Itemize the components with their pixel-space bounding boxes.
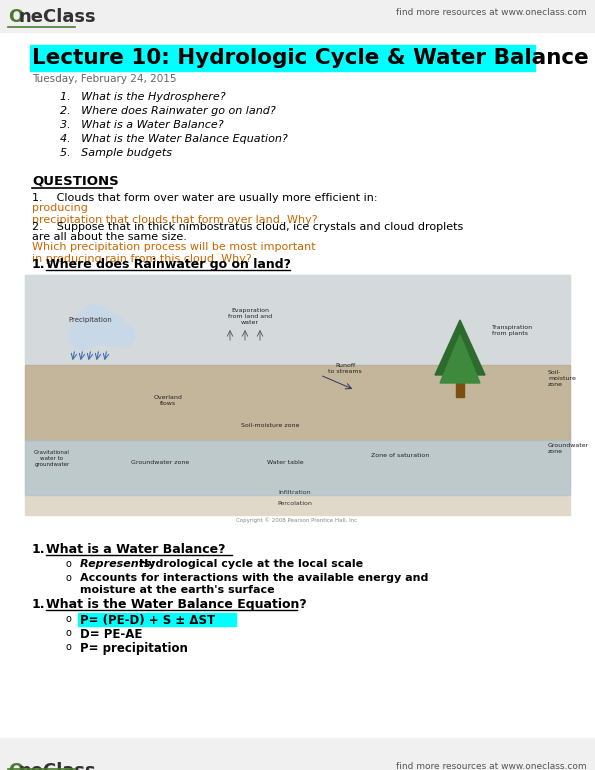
Bar bbox=[0, 0, 595, 32]
Text: Which precipitation process will be most important
in producing rain from this c: Which precipitation process will be most… bbox=[32, 242, 315, 263]
Text: 1.: 1. bbox=[32, 258, 45, 271]
Bar bbox=[456, 375, 464, 397]
Text: Soil-moisture zone: Soil-moisture zone bbox=[241, 423, 299, 428]
Text: P= (PE-D) + S ± ΔST: P= (PE-D) + S ± ΔST bbox=[80, 614, 215, 627]
Text: 2.   Where does Rainwater go on land?: 2. Where does Rainwater go on land? bbox=[60, 106, 275, 116]
Bar bbox=[78, 613, 236, 626]
Bar bbox=[0, 738, 595, 770]
Text: find more resources at www.oneclass.com: find more resources at www.oneclass.com bbox=[396, 8, 587, 17]
Text: neClass: neClass bbox=[18, 8, 96, 26]
Text: o: o bbox=[65, 573, 71, 583]
Text: Runoff
to streams: Runoff to streams bbox=[328, 363, 362, 373]
Text: Accounts for interactions with the available energy and
moisture at the earth's : Accounts for interactions with the avail… bbox=[80, 573, 428, 594]
Polygon shape bbox=[435, 320, 485, 375]
Text: o: o bbox=[65, 628, 71, 638]
Text: 2.    Suppose that in thick nimbostratus cloud, ice crystals and cloud droplets: 2. Suppose that in thick nimbostratus cl… bbox=[32, 222, 464, 232]
Text: Gravitational
water to
groundwater: Gravitational water to groundwater bbox=[34, 450, 70, 467]
Text: o: o bbox=[65, 642, 71, 652]
Circle shape bbox=[75, 305, 115, 345]
Text: Zone of saturation: Zone of saturation bbox=[371, 453, 429, 458]
Text: 4.   What is the Water Balance Equation?: 4. What is the Water Balance Equation? bbox=[60, 134, 288, 144]
Text: Overland
flows: Overland flows bbox=[154, 395, 183, 406]
Text: Groundwater
zone: Groundwater zone bbox=[548, 443, 589, 454]
Bar bbox=[30, 45, 535, 71]
Text: find more resources at www.oneclass.com: find more resources at www.oneclass.com bbox=[396, 762, 587, 770]
Text: o: o bbox=[65, 559, 71, 569]
Text: Evaporation
from land and
water: Evaporation from land and water bbox=[228, 309, 272, 325]
Text: 1.    Clouds that form over water are usually more efficient in:: 1. Clouds that form over water are usual… bbox=[32, 193, 381, 203]
Text: neClass: neClass bbox=[18, 762, 96, 770]
Text: O: O bbox=[8, 762, 23, 770]
Text: are all about the same size.: are all about the same size. bbox=[32, 232, 190, 242]
Text: o: o bbox=[65, 614, 71, 624]
Text: Percolation: Percolation bbox=[277, 501, 312, 506]
Circle shape bbox=[111, 323, 135, 347]
Text: What is the Water Balance Equation?: What is the Water Balance Equation? bbox=[46, 598, 307, 611]
Text: O: O bbox=[8, 8, 23, 26]
Text: 1.: 1. bbox=[32, 543, 45, 556]
Text: Represents:: Represents: bbox=[80, 559, 159, 569]
Circle shape bbox=[68, 320, 98, 350]
Text: Hydrological cycle at the local scale: Hydrological cycle at the local scale bbox=[139, 559, 363, 569]
Text: P= precipitation: P= precipitation bbox=[80, 642, 188, 655]
Text: producing
precipitation that clouds that form over land. Why?: producing precipitation that clouds that… bbox=[32, 203, 318, 225]
Text: Infiltration: Infiltration bbox=[278, 490, 311, 495]
Text: Lecture 10: Hydrologic Cycle & Water Balance: Lecture 10: Hydrologic Cycle & Water Bal… bbox=[32, 48, 588, 68]
Text: D= PE-AE: D= PE-AE bbox=[80, 628, 142, 641]
Circle shape bbox=[94, 314, 126, 346]
Text: 1.   What is the Hydrosphere?: 1. What is the Hydrosphere? bbox=[60, 92, 226, 102]
Text: QUESTIONS: QUESTIONS bbox=[32, 175, 119, 188]
Text: Where does Rainwater go on land?: Where does Rainwater go on land? bbox=[46, 258, 291, 271]
Text: Copyright © 2008 Pearson Prentice Hall, Inc: Copyright © 2008 Pearson Prentice Hall, … bbox=[236, 517, 358, 523]
Bar bbox=[25, 275, 570, 515]
Text: Precipitation: Precipitation bbox=[68, 317, 112, 323]
Text: 5.   Sample budgets: 5. Sample budgets bbox=[60, 148, 172, 158]
Text: Transpiration
from plants: Transpiration from plants bbox=[492, 325, 533, 336]
Bar bbox=[25, 365, 570, 440]
Text: Soil-
moisture
zone: Soil- moisture zone bbox=[548, 370, 576, 387]
Bar bbox=[25, 440, 570, 495]
Text: Tuesday, February 24, 2015: Tuesday, February 24, 2015 bbox=[32, 74, 177, 84]
Text: 1.: 1. bbox=[32, 598, 45, 611]
Polygon shape bbox=[440, 335, 480, 383]
Bar bbox=[25, 275, 570, 365]
Text: What is a Water Balance?: What is a Water Balance? bbox=[46, 543, 226, 556]
Text: 3.   What is a Water Balance?: 3. What is a Water Balance? bbox=[60, 120, 224, 130]
Text: Water table: Water table bbox=[267, 460, 303, 465]
Text: Groundwater zone: Groundwater zone bbox=[131, 460, 189, 465]
